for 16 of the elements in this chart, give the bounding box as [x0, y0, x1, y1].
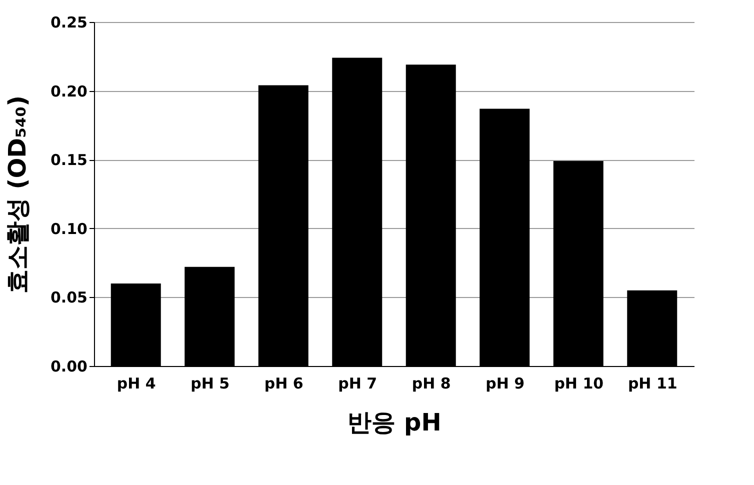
y-axis-title: 효소활성 (OD₅₄₀) [3, 95, 32, 294]
y-tick-label: 0.20 [50, 82, 88, 100]
y-tick-label: 0.10 [50, 220, 88, 238]
x-tick-label: pH 8 [412, 374, 451, 392]
x-tick-label: pH 6 [264, 374, 304, 392]
x-tick-label: pH 5 [190, 374, 230, 392]
x-tick-label: pH 10 [554, 374, 604, 392]
x-tick-label: pH 4 [116, 374, 156, 392]
x-tick-label: pH 7 [338, 374, 378, 392]
y-tick-label: 0.00 [50, 358, 88, 376]
x-axis-title: 반응 pH [348, 408, 442, 436]
x-tick-label: pH 11 [628, 374, 678, 392]
x-tick-label: pH 9 [486, 374, 525, 392]
y-tick-label: 0.25 [50, 14, 88, 32]
y-tick-label: 0.15 [50, 151, 88, 170]
y-tick-label: 0.05 [50, 288, 88, 307]
